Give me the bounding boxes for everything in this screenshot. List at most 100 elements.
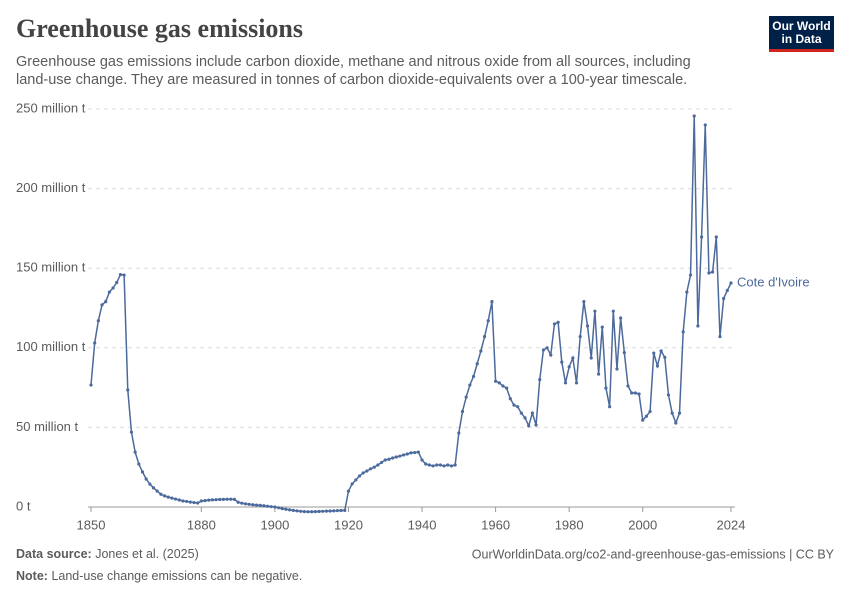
point [641,418,645,422]
point [372,465,376,469]
point [199,499,203,503]
point [563,381,568,385]
point [475,362,479,366]
point [269,505,273,509]
point [402,453,406,457]
point [574,381,579,385]
point [585,324,590,328]
point [593,309,597,313]
x-tick-label: 1850 [77,517,106,532]
point [644,414,649,418]
y-tick-label: 0 t [16,498,31,513]
point [232,497,237,501]
subtitle: land-use change. They are measured in to… [16,72,687,88]
point [409,451,413,455]
point [310,510,314,514]
x-tick-label: 1940 [408,517,437,532]
point [589,356,593,360]
point [424,462,428,466]
point [578,335,582,339]
point [707,271,711,275]
point [284,507,288,511]
point [453,463,457,467]
point [394,455,398,459]
point [376,463,380,467]
point [159,492,163,496]
point [317,509,321,514]
point [722,296,726,301]
point [666,393,671,397]
point [556,320,560,324]
point [251,503,255,507]
subtitle: Greenhouse gas emissions include carbon … [16,54,691,70]
series-label: Cote d'Ivoire [737,274,810,289]
point [633,391,637,395]
point [185,499,189,504]
chart-title: Greenhouse gas emissions [16,14,303,43]
point [652,351,656,355]
point [313,510,317,514]
point [688,273,693,277]
point [501,384,505,388]
point [196,501,200,505]
point [379,460,384,465]
point [519,411,523,415]
point [714,235,718,239]
point [435,463,439,467]
x-tick-label: 1980 [555,517,584,532]
point [133,450,137,454]
point [460,409,465,414]
point [692,114,696,118]
y-tick-label: 50 million t [16,419,79,434]
point [493,379,498,383]
point [144,477,148,481]
point [365,469,369,473]
point [449,464,454,468]
logo-bar [769,49,834,52]
source-label: Data source: [16,547,92,561]
point [155,489,159,493]
point [486,319,490,323]
point [711,270,715,274]
point [151,486,156,490]
point [262,504,266,508]
point [685,290,689,294]
url[interactable]: OurWorldinData.org/co2-and-greenhouse-ga… [472,547,835,561]
point [490,300,494,304]
point [295,509,299,513]
x-tick-label: 2000 [628,517,657,532]
point [391,456,395,460]
x-tick-label: 1960 [481,517,510,532]
point [457,431,461,435]
point [247,502,251,506]
point [100,303,104,307]
point [214,498,218,502]
point [258,503,262,508]
point [431,464,435,468]
point [89,383,93,387]
point [567,365,571,369]
source-text: Jones et al. (2025) [95,547,199,561]
point [670,411,674,415]
logo[interactable]: Our World in Data [769,16,834,52]
point [137,462,141,466]
point [471,374,476,379]
point [464,395,468,399]
point [368,467,373,471]
logo-bg [769,16,834,52]
point [218,497,222,502]
point [343,508,347,512]
point [523,416,527,420]
point [170,496,174,500]
point [162,494,167,498]
point [118,272,123,277]
point [332,509,336,513]
point [596,372,601,376]
point [210,498,214,502]
note-label: Note: [16,569,48,583]
point [655,364,660,368]
point [413,450,417,455]
point [236,500,240,504]
logo-text: Our World [772,19,830,33]
point [321,509,325,513]
